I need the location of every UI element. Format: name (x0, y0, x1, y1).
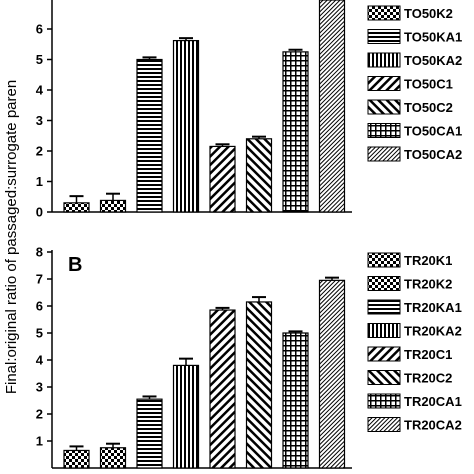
legend-swatch (367, 346, 401, 362)
y-tick-label: 5 (36, 52, 43, 67)
bar-tr20ca1 (282, 332, 309, 469)
y-tick-label: 3 (36, 113, 43, 128)
bar-to50c2 (245, 138, 273, 213)
bar-to50k1 (63, 202, 90, 213)
bar-tr20k1 (63, 449, 90, 469)
bar-tr20k2 (99, 447, 127, 469)
y-tick-label: 0 (36, 205, 43, 220)
legend-label: TR20C1 (404, 347, 452, 362)
legend-swatch (367, 323, 401, 338)
y-tick-label: 3 (36, 380, 43, 395)
panel-b: 1 2 3 4 5 6 7 8 B TR20K1 TR20K2 TR20KA1 TR20KA2 TR20C… (36, 245, 462, 469)
legend-label: TR20KA1 (404, 300, 462, 315)
legend-label: TO50CA1 (404, 124, 462, 139)
y-tick-label: 1 (36, 434, 43, 449)
bar-tr20ca2 (318, 279, 346, 469)
legend-swatch (367, 299, 401, 315)
legend-label: TR20K2 (404, 277, 452, 292)
legend-label: TO50CA2 (404, 147, 462, 162)
legend-swatch (367, 76, 401, 91)
legend-swatch (367, 52, 401, 68)
y-tick-label: 8 (36, 245, 43, 260)
y-tick-label: 6 (36, 299, 43, 314)
legend-swatch (367, 29, 401, 44)
y-tick-label: 1 (36, 174, 43, 189)
legend-label: TO50K2 (404, 6, 453, 21)
bar-to50ka2 (172, 39, 200, 213)
panel-a: 0 1 2 3 4 5 6 TO50K2 TO50KA1 TO50KA2 TO50C1 TO50C2 T… (36, 0, 462, 220)
bar-tr20c1 (209, 309, 236, 469)
legend-label: TR20C2 (404, 371, 452, 386)
legend-swatch (367, 123, 401, 138)
y-tick-label: 2 (36, 407, 43, 422)
y-tick-label: 4 (36, 353, 44, 368)
y-tick-label: 7 (36, 272, 43, 287)
legend-swatch (367, 99, 401, 115)
bar-to50ka1 (136, 58, 163, 213)
legend-swatch (367, 5, 401, 21)
legend-swatch (367, 417, 401, 432)
bar-tr20ka1 (136, 398, 163, 469)
bar-to50c1 (209, 145, 236, 213)
y-axis-label: Final:original ratio of passaged:surroga… (3, 80, 20, 394)
bar-tr20c2 (245, 301, 273, 469)
legend-label: TR20K1 (404, 253, 452, 268)
y-tick-label: 5 (36, 326, 43, 341)
legend-label: TO50C2 (404, 100, 453, 115)
bar-tr20ka2 (172, 364, 200, 469)
legend-label: TR20CA2 (404, 418, 462, 433)
y-tick-label: 2 (36, 144, 43, 159)
y-tick-label: 4 (36, 83, 44, 98)
y-tick-label: 6 (36, 22, 43, 37)
legend-label: TO50KA2 (404, 53, 462, 68)
bar-to50ca1 (282, 51, 309, 213)
legend-swatch (367, 252, 401, 268)
legend-label: TR20KA2 (404, 324, 462, 339)
legend-swatch (367, 146, 401, 162)
legend-label: TR20CA1 (404, 394, 462, 409)
bar-to50ca2 (318, 0, 346, 213)
legend-swatch (367, 370, 401, 385)
legend-swatch (367, 276, 401, 291)
bar-to50k2 (99, 199, 127, 213)
legend-label: TO50KA1 (404, 30, 462, 45)
legend-swatch (367, 393, 401, 409)
panel-label: B (68, 254, 82, 276)
legend-label: TO50C1 (404, 77, 453, 92)
